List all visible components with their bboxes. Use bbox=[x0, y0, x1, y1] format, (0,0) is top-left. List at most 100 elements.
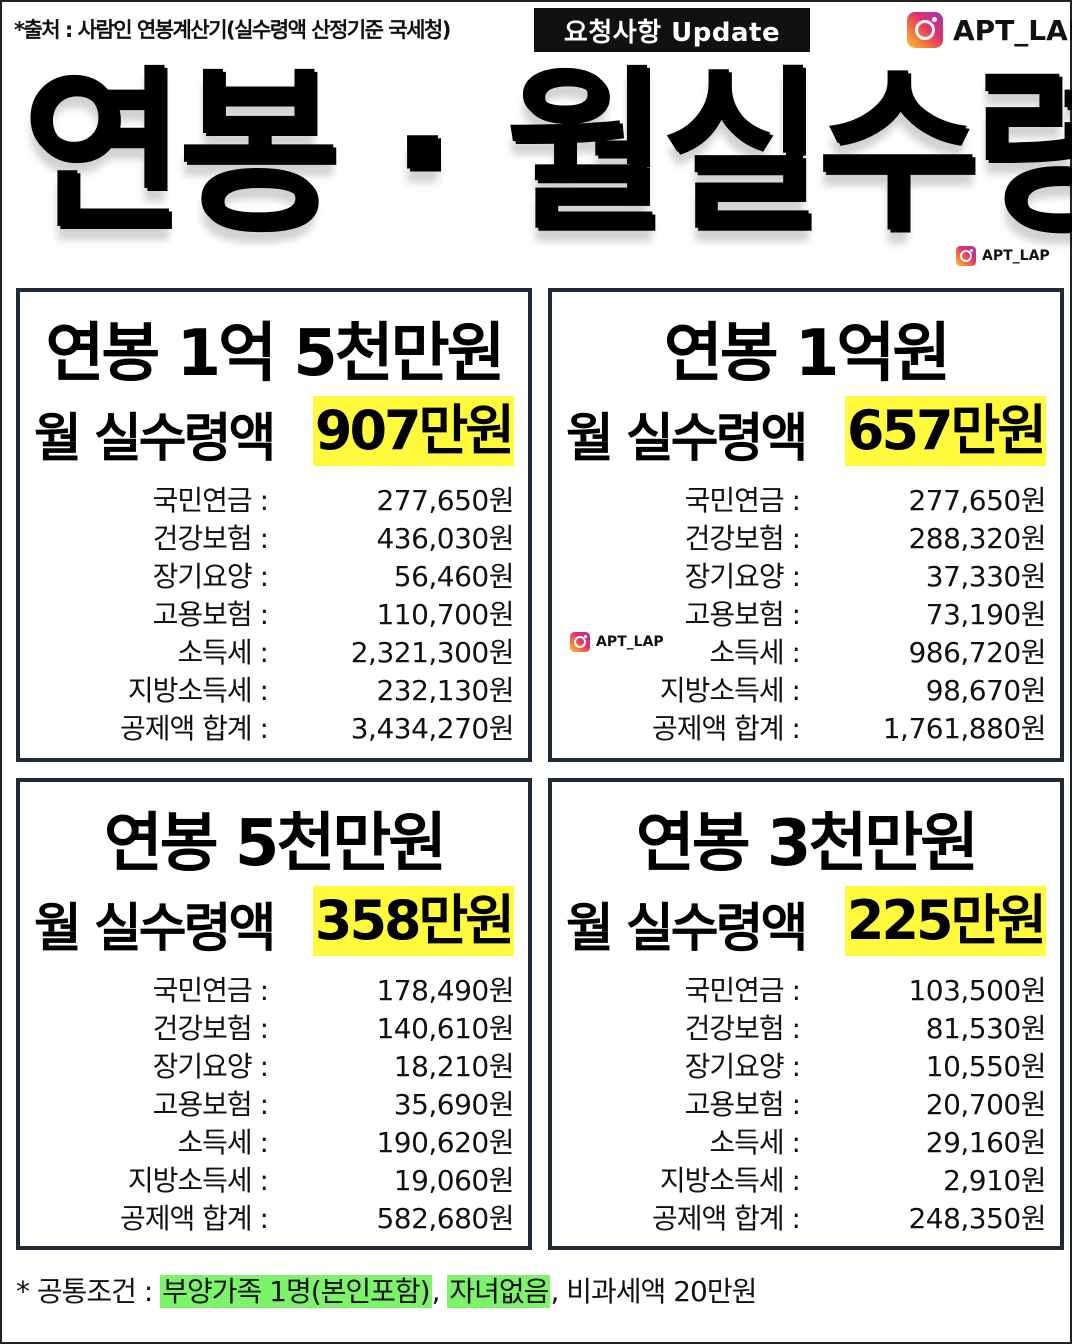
deduction-value: 3,434,270원 bbox=[350, 712, 515, 745]
deduction-value: 1,761,880원 bbox=[882, 712, 1047, 745]
deduction-row: 소득세 : 2,321,300원 bbox=[20, 632, 514, 670]
deduction-row: 건강보험 : 140,610원 bbox=[20, 1008, 515, 1046]
brand-watermark: APT_LAP bbox=[570, 632, 664, 652]
deduction-value: 190,620원 bbox=[376, 1126, 514, 1159]
deduction-label: 소득세 : bbox=[709, 636, 801, 669]
deduction-value: 277,650원 bbox=[908, 484, 1046, 517]
deduction-label: 건강보험 : bbox=[152, 1012, 269, 1045]
brand-header: APT_LAP bbox=[907, 12, 1072, 48]
deduction-label: 지방소득세 : bbox=[659, 1164, 801, 1197]
deduction-value: 2,910원 bbox=[943, 1164, 1046, 1197]
deduction-total-row: 공제액 합계 : 582,680원 bbox=[20, 1198, 515, 1236]
deduction-row: 지방소득세 : 2,910원 bbox=[552, 1160, 1047, 1198]
deduction-value: 232,130원 bbox=[376, 674, 514, 707]
deduction-label: 장기요양 : bbox=[684, 560, 801, 593]
deduction-value: 140,610원 bbox=[376, 1012, 514, 1045]
deduction-row: 장기요양 : 10,550원 bbox=[552, 1046, 1047, 1084]
deduction-label: 국민연금 : bbox=[152, 974, 269, 1007]
deduction-label: 고용보험 : bbox=[684, 598, 801, 631]
deduction-list: 국민연금 : 103,500원 건강보험 : 81,530원 장기요양 : 10,55… bbox=[552, 970, 1047, 1236]
card-title: 연봉 3천만원 bbox=[635, 807, 979, 881]
deduction-label: 소득세 : bbox=[709, 1126, 801, 1159]
monthly-net-value: 657만원 bbox=[844, 396, 1047, 466]
deduction-list: 국민연금 : 277,650원 건강보험 : 288,320원 장기요양 : 37,3… bbox=[552, 480, 1047, 746]
deduction-row: 국민연금 : 277,650원 bbox=[552, 480, 1047, 518]
card-title: 연봉 5천만원 bbox=[103, 807, 447, 881]
deduction-value: 56,460원 bbox=[393, 560, 515, 593]
deduction-label: 공제액 합계 : bbox=[651, 1202, 801, 1235]
deduction-value: 986,720원 bbox=[908, 636, 1046, 669]
monthly-net-label: 월 실수령액 bbox=[34, 409, 276, 469]
conditions-separator: , bbox=[431, 1275, 448, 1308]
deduction-value: 582,680원 bbox=[376, 1202, 514, 1235]
deduction-value: 37,330원 bbox=[925, 560, 1047, 593]
deduction-list: 국민연금 : 178,490원 건강보험 : 140,610원 장기요양 : 18,2… bbox=[20, 970, 515, 1236]
deduction-label: 지방소득세 : bbox=[127, 1164, 269, 1197]
instagram-icon bbox=[956, 246, 976, 266]
deduction-value: 288,320원 bbox=[908, 522, 1046, 555]
deduction-value: 110,700원 bbox=[376, 598, 514, 631]
salary-card-30m: 연봉 3천만원 월 실수령액 225만원 국민연금 : 103,500원 건강보험… bbox=[548, 778, 1064, 1250]
monthly-net-label: 월 실수령액 bbox=[34, 899, 276, 959]
deduction-value: 436,030원 bbox=[376, 522, 514, 555]
source-note: *출처 : 사람인 연봉계산기(실수령액 산정기준 국세청) bbox=[14, 18, 451, 42]
deduction-label: 공제액 합계 : bbox=[119, 712, 269, 745]
deduction-total-row: 공제액 합계 : 1,761,880원 bbox=[552, 708, 1047, 746]
deduction-row: 장기요양 : 18,210원 bbox=[20, 1046, 515, 1084]
deduction-label: 지방소득세 : bbox=[659, 674, 801, 707]
conditions-prefix: * 공통조건 : bbox=[16, 1275, 161, 1308]
deduction-row: 고용보험 : 35,690원 bbox=[20, 1084, 515, 1122]
monthly-net-value: 358만원 bbox=[312, 886, 515, 956]
condition-no-children: 자녀없음 bbox=[447, 1275, 551, 1308]
deduction-row: 고용보험 : 73,190원 bbox=[552, 594, 1047, 632]
deduction-label: 공제액 합계 : bbox=[651, 712, 801, 745]
monthly-net-value: 225만원 bbox=[844, 886, 1047, 956]
deduction-row: 소득세 : 190,620원 bbox=[20, 1122, 514, 1160]
deduction-row: 지방소득세 : 232,130원 bbox=[20, 670, 515, 708]
deduction-value: 35,690원 bbox=[393, 1088, 515, 1121]
deduction-row: 소득세 : 29,160원 bbox=[552, 1122, 1046, 1160]
deduction-label: 국민연금 : bbox=[152, 484, 269, 517]
deduction-value: 20,700원 bbox=[925, 1088, 1047, 1121]
deduction-value: 98,670원 bbox=[925, 674, 1047, 707]
monthly-net-label: 월 실수령액 bbox=[566, 899, 808, 959]
brand-watermark: APT_LAP bbox=[956, 246, 1050, 266]
brand-name: APT_LAP bbox=[953, 13, 1072, 47]
deduction-value: 81,530원 bbox=[925, 1012, 1047, 1045]
deduction-label: 건강보험 : bbox=[684, 522, 801, 555]
condition-dependents: 부양가족 1명(본인포함) bbox=[160, 1275, 432, 1308]
common-conditions-note: * 공통조건 : 부양가족 1명(본인포함), 자녀없음, 비과세액 20만원 bbox=[16, 1270, 757, 1310]
deduction-label: 고용보험 : bbox=[152, 1088, 269, 1121]
monthly-net-value: 907만원 bbox=[312, 396, 515, 466]
deduction-row: 국민연금 : 277,650원 bbox=[20, 480, 515, 518]
instagram-icon bbox=[907, 12, 943, 48]
update-badge: 요청사항 Update bbox=[534, 8, 810, 52]
condition-nontaxable: 비과세액 20만원 bbox=[566, 1275, 757, 1308]
deduction-list: 국민연금 : 277,650원 건강보험 : 436,030원 장기요양 : 56,4… bbox=[20, 480, 515, 746]
deduction-value: 73,190원 bbox=[925, 598, 1047, 631]
watermark-text: APT_LAP bbox=[596, 634, 664, 650]
instagram-icon bbox=[570, 632, 590, 652]
deduction-row: 지방소득세 : 19,060원 bbox=[20, 1160, 515, 1198]
card-title: 연봉 1억원 bbox=[663, 317, 951, 391]
deduction-row: 국민연금 : 103,500원 bbox=[552, 970, 1047, 1008]
deduction-row: 장기요양 : 56,460원 bbox=[20, 556, 515, 594]
deduction-label: 장기요양 : bbox=[152, 560, 269, 593]
deduction-label: 건강보험 : bbox=[684, 1012, 801, 1045]
card-title: 연봉 1억 5천만원 bbox=[45, 317, 506, 391]
deduction-label: 고용보험 : bbox=[152, 598, 269, 631]
deduction-label: 공제액 합계 : bbox=[119, 1202, 269, 1235]
deduction-value: 248,350원 bbox=[908, 1202, 1046, 1235]
deduction-value: 277,650원 bbox=[376, 484, 514, 517]
deduction-row: 건강보험 : 81,530원 bbox=[552, 1008, 1047, 1046]
deduction-row: 건강보험 : 288,320원 bbox=[552, 518, 1047, 556]
deduction-label: 건강보험 : bbox=[152, 522, 269, 555]
page-title: 연봉 · 월실수령 bbox=[22, 50, 1072, 255]
deduction-row: 국민연금 : 178,490원 bbox=[20, 970, 515, 1008]
deduction-value: 103,500원 bbox=[908, 974, 1046, 1007]
deduction-row: 지방소득세 : 98,670원 bbox=[552, 670, 1047, 708]
deduction-label: 소득세 : bbox=[177, 636, 269, 669]
salary-card-100m: 연봉 1억원 월 실수령액 657만원 국민연금 : 277,650원 건강보험 … bbox=[548, 288, 1064, 762]
monthly-net-label: 월 실수령액 bbox=[566, 409, 808, 469]
